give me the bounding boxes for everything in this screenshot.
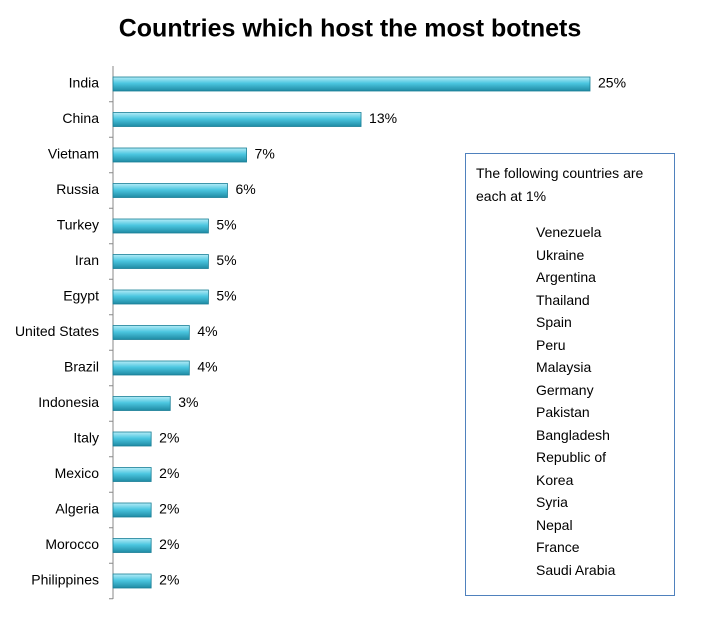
value-label: 5% (216, 252, 236, 268)
y-tick-label: United States (15, 323, 99, 339)
annotation-item: Syria (536, 494, 568, 510)
bar (112, 218, 209, 234)
y-tick-label: Vietnam (48, 146, 99, 162)
annotation-item: Nepal (536, 516, 573, 533)
value-label: 2% (159, 430, 179, 446)
value-label: 3% (178, 394, 198, 410)
annotation-item: France (536, 539, 580, 555)
y-tick-label: Mexico (55, 465, 100, 481)
annotation-item: Germany (536, 381, 594, 398)
bar (112, 112, 362, 127)
bar (112, 573, 152, 589)
value-label: 4% (197, 359, 217, 375)
bar (112, 538, 152, 553)
annotation-box: The following countries are each at 1% V… (465, 153, 675, 596)
annotation-item: Malaysia (536, 359, 592, 375)
annotation-item: Argentina (536, 269, 596, 285)
annotation-item: Saudi Arabia (536, 561, 616, 578)
value-label: 6% (235, 181, 255, 197)
y-tick-label: Morocco (45, 536, 99, 552)
y-tick-label: Italy (73, 430, 99, 446)
value-label: 13% (369, 110, 397, 126)
annotation-item: Peru (536, 336, 566, 353)
y-tick-label: Algeria (55, 501, 99, 517)
annotation-item: Bangladesh (536, 426, 610, 443)
bar (112, 396, 171, 411)
annotation-item: Venezuela (536, 224, 602, 240)
bar (112, 467, 152, 482)
annotation-item: Spain (536, 314, 572, 330)
bar (112, 76, 591, 92)
value-label: 2% (159, 501, 179, 517)
value-label: 2% (159, 572, 179, 588)
y-tick-label: Philippines (31, 572, 99, 588)
bar (112, 289, 209, 305)
chart-title: Countries which host the most botnets (119, 15, 582, 43)
value-label: 2% (159, 465, 179, 481)
annotation-item: Pakistan (536, 404, 590, 420)
annotation-item: Republic of Korea (536, 449, 607, 488)
value-label: 5% (216, 288, 236, 304)
y-tick-label: Brazil (64, 359, 99, 375)
bar (112, 254, 209, 269)
value-label: 2% (159, 536, 179, 552)
value-label: 7% (255, 146, 275, 162)
value-label: 4% (197, 323, 217, 339)
annotation-item: Ukraine (536, 246, 585, 263)
bar (112, 183, 228, 198)
value-label: 25% (598, 75, 626, 91)
y-tick-label: India (69, 75, 100, 91)
bar (112, 502, 152, 518)
y-tick-label: Indonesia (38, 394, 99, 410)
bar (112, 360, 190, 376)
annotation-item: Thailand (536, 291, 590, 308)
y-tick-label: Turkey (57, 217, 99, 233)
y-tick-label: Iran (75, 252, 99, 268)
bar (112, 147, 247, 163)
bar (112, 325, 190, 340)
y-tick-label: China (62, 110, 99, 126)
y-tick-label: Egypt (63, 288, 99, 304)
value-label: 5% (216, 217, 236, 233)
bar (112, 431, 152, 447)
y-tick-label: Russia (56, 181, 99, 197)
annotation-text: The following countries are each at 1% (476, 165, 644, 204)
annotation-list: Venezuela Ukraine Argentina Thailand Spain Pe… (536, 221, 636, 581)
